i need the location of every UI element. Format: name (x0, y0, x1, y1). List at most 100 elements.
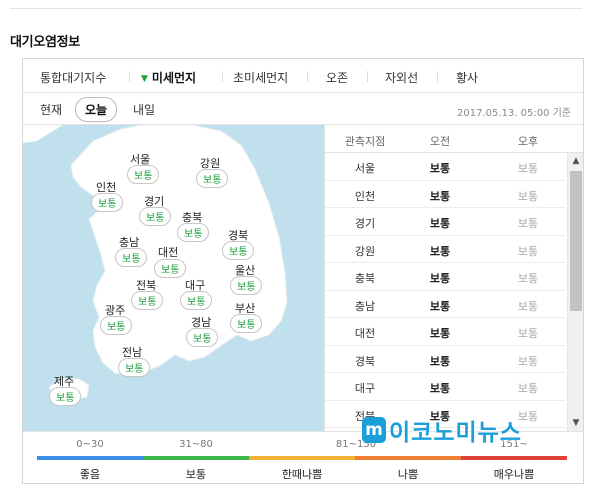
caret-down-icon: ▼ (141, 74, 148, 84)
land-mainland (70, 125, 288, 376)
row-am-status: 보통 (429, 409, 451, 423)
legend-bar-temp-bad (249, 456, 355, 460)
legend-name-good: 좋음 (79, 468, 101, 481)
legend-name-very-bad: 매우나쁨 (493, 468, 535, 481)
tab-divider (367, 71, 368, 82)
row-station: 대구 (354, 382, 376, 395)
tab-integrated-index[interactable]: 통합대기지수 (40, 71, 107, 85)
legend-range-very-bad: 151~ (500, 439, 528, 450)
region-label-gwangju: 광주 (105, 304, 126, 317)
scroll-thumb[interactable] (570, 171, 582, 311)
row-am-status: 보통 (429, 189, 451, 203)
table-row: 충남 보통 보통 (325, 291, 565, 318)
tab-fine-dust-label: 미세먼지 (151, 71, 197, 85)
day-selector: 현재 오늘 내일 2017.05.13. 05:00 기준 (23, 93, 583, 125)
tab-divider (307, 71, 308, 82)
row-pm-status: 보통 (517, 327, 539, 340)
region-label-seoul: 서울 (130, 153, 151, 166)
region-label-chungbuk: 충북 (182, 211, 203, 224)
region-label-gangwon: 강원 (200, 157, 221, 170)
region-badge-jeju[interactable]: 보통 (49, 387, 82, 406)
region-label-jeju: 제주 (54, 375, 75, 388)
tab-uv[interactable]: 자외선 (385, 71, 419, 85)
row-pm-status: 보통 (517, 244, 539, 258)
header-am: 오전 (429, 135, 451, 148)
row-pm-status: 보통 (517, 409, 539, 423)
tab-divider (437, 71, 438, 82)
region-badge-gangwon[interactable]: 보통 (196, 169, 229, 188)
region-badge-busan[interactable]: 보통 (230, 314, 263, 333)
legend-range-good: 0~30 (76, 439, 104, 450)
top-divider (10, 8, 582, 9)
row-pm-status: 보통 (517, 162, 539, 175)
grade-legend: 0~30 31~80 81~150 151~ 좋음 보통 한때나쁨 나쁨 매우나… (23, 431, 583, 483)
row-am-status: 보통 (429, 382, 451, 395)
region-label-jeonbuk: 전북 (136, 279, 157, 292)
region-badge-chungbuk[interactable]: 보통 (177, 223, 210, 242)
tab-ozone[interactable]: 오존 (326, 71, 349, 85)
region-badge-incheon[interactable]: 보통 (91, 193, 124, 212)
region-badge-gwangju[interactable]: 보통 (100, 316, 133, 335)
station-table: 관측지점 오전 오후 서울 보통 보통 인천 보통 보통 경기 보통 보통 강원 보통 보통 충… (324, 125, 583, 431)
region-label-jeonnam: 전남 (122, 346, 143, 359)
tab-ultrafine-dust[interactable]: 초미세먼지 (233, 71, 289, 85)
day-today[interactable]: 오늘 (75, 97, 118, 122)
row-station: 강원 (354, 244, 376, 258)
row-pm-status: 보통 (517, 354, 539, 368)
table-scrollbar[interactable]: ▲ ▼ (567, 153, 583, 431)
legend-bar-normal (143, 456, 249, 460)
air-pollution-panel: 통합대기지수 ▼ 미세먼지 초미세먼지 오존 자외선 황사 현재 오늘 내일 20… (22, 58, 584, 484)
region-badge-jeonbuk[interactable]: 보통 (131, 291, 164, 310)
row-station: 충북 (354, 272, 376, 285)
region-label-busan: 부산 (235, 302, 256, 315)
section-title: 대기오염정보 (10, 35, 80, 50)
header-station: 관측지점 (344, 135, 386, 148)
row-station: 경기 (354, 217, 376, 230)
region-badge-chungnam[interactable]: 보통 (115, 248, 148, 267)
row-pm-status: 보통 (517, 299, 539, 313)
tab-divider (222, 71, 223, 82)
legend-name-normal: 보통 (185, 468, 207, 481)
row-pm-status: 보통 (517, 382, 539, 395)
region-badge-daegu[interactable]: 보통 (180, 291, 213, 310)
scroll-up-icon[interactable]: ▲ (572, 156, 580, 166)
region-badge-ulsan[interactable]: 보통 (230, 276, 263, 295)
tab-fine-dust[interactable]: ▼ 미세먼지 (141, 69, 196, 86)
row-station: 경북 (354, 354, 376, 368)
day-now[interactable]: 현재 (40, 103, 63, 117)
base-time: 2017.05.13. 05:00 기준 (456, 108, 571, 119)
region-badge-jeonnam[interactable]: 보통 (118, 358, 151, 377)
region-label-gyeonggi: 경기 (144, 195, 165, 208)
table-row: 대전 보통 보통 (325, 318, 565, 346)
region-badge-gyeongbuk[interactable]: 보통 (222, 241, 255, 260)
watermark-text: 이코노미뉴스 (389, 420, 522, 446)
region-badge-gyeonggi[interactable]: 보통 (139, 207, 172, 226)
region-badge-gyeongnam[interactable]: 보통 (186, 328, 219, 347)
table-row: 대구 보통 보통 (325, 373, 565, 401)
region-label-chungnam: 충남 (119, 236, 140, 249)
row-station: 인천 (354, 189, 376, 203)
region-label-incheon: 인천 (96, 181, 117, 194)
scroll-down-icon[interactable]: ▼ (572, 418, 580, 428)
land-northern-coast (23, 125, 63, 143)
row-pm-status: 보통 (517, 189, 539, 203)
row-am-status: 보통 (429, 217, 451, 230)
tab-divider (129, 71, 130, 82)
row-station: 대전 (354, 327, 376, 340)
table-row: 경북 보통 보통 (325, 346, 565, 373)
day-tomorrow[interactable]: 내일 (133, 103, 156, 117)
legend-range-temp-bad: 81~150 (335, 439, 377, 450)
region-label-gyeongbuk: 경북 (228, 229, 249, 242)
region-badge-daejeon[interactable]: 보통 (154, 259, 187, 278)
row-am-status: 보통 (429, 244, 451, 258)
row-station: 서울 (354, 162, 376, 175)
row-pm-status: 보통 (517, 217, 539, 230)
region-badge-seoul[interactable]: 보통 (127, 165, 160, 184)
row-am-status: 보통 (429, 299, 451, 313)
row-pm-status: 보통 (517, 272, 539, 285)
table-row: 전북 보통 보통 (325, 401, 565, 428)
table-row: 강원 보통 보통 (325, 236, 565, 263)
row-station: 충남 (354, 299, 376, 313)
tab-yellow-dust[interactable]: 황사 (456, 71, 479, 85)
table-row: 인천 보통 보통 (325, 181, 565, 208)
